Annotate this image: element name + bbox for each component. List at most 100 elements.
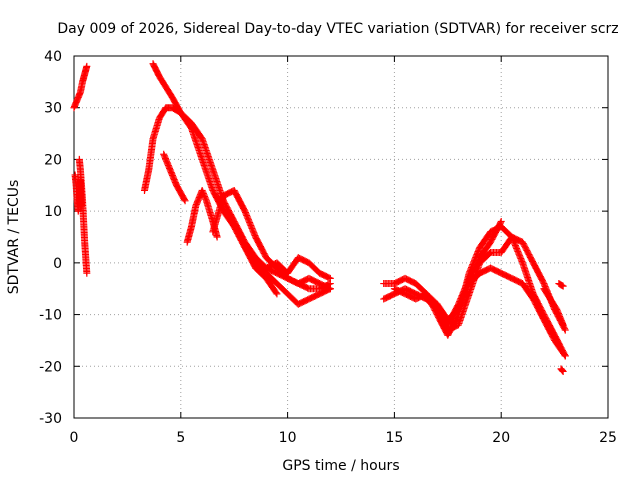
series-trace (263, 270, 280, 287)
series-trace (188, 203, 199, 229)
series-trace (199, 157, 216, 193)
data-point (497, 217, 505, 225)
series-trace (231, 188, 248, 214)
series-trace (487, 219, 504, 245)
series-trace (242, 245, 259, 266)
series-trace (519, 240, 537, 265)
series-trace (551, 338, 568, 359)
series-trace (519, 281, 536, 302)
series-trace (541, 286, 554, 302)
series-trace (553, 307, 567, 328)
series-trace (71, 100, 80, 110)
series-trace (519, 260, 537, 296)
series-trace (73, 95, 82, 105)
series-trace (530, 260, 547, 286)
series-trace (541, 317, 558, 343)
series-track-j (252, 254, 334, 282)
series-trace (169, 95, 184, 116)
data-point (559, 282, 567, 290)
series-trace (509, 275, 525, 287)
series-trace (509, 234, 525, 246)
series-trace (466, 255, 483, 281)
x-tick-label: 5 (176, 430, 185, 446)
x-axis: 0 5 10 15 20 25 (70, 56, 617, 446)
x-tick-label: 10 (279, 430, 297, 446)
series-trace (455, 291, 473, 327)
y-axis-title: SDTVAR / TECUs (6, 180, 22, 295)
series-trace (149, 116, 163, 141)
data-point (326, 285, 334, 293)
data-point (213, 233, 221, 241)
series-trace (296, 254, 312, 266)
series-trace (263, 276, 280, 297)
data-point (559, 367, 567, 375)
series-trace (199, 188, 210, 203)
x-tick-label: 25 (599, 430, 617, 446)
series-trace (558, 366, 566, 375)
series-trace (306, 275, 322, 287)
series-trace (381, 291, 397, 302)
series-track-n (433, 217, 505, 329)
series-track-f (160, 150, 189, 205)
series-trace (306, 260, 323, 276)
series-track-c (75, 155, 91, 277)
y-axis: -30 -20 -10 0 10 20 30 40 (39, 49, 608, 427)
series-trace (252, 234, 270, 260)
data-point (559, 321, 567, 329)
series-trace (424, 291, 440, 307)
series-trace (188, 126, 206, 162)
series-trace (141, 167, 152, 193)
series-trace (75, 89, 84, 100)
series-trace (317, 270, 333, 282)
x-tick-label: 0 (70, 430, 79, 446)
series-trace (556, 280, 566, 289)
plot-frame (73, 55, 609, 419)
y-tick-label: -20 (39, 359, 62, 375)
y-tick-label: 40 (44, 49, 62, 65)
x-tick-label: 20 (492, 430, 510, 446)
series-trace (163, 84, 175, 100)
series-trace (477, 229, 494, 250)
series-trace (156, 74, 169, 90)
series-trace (488, 265, 504, 277)
series-trace (209, 193, 227, 234)
series-trace (498, 234, 515, 255)
series-trace (455, 276, 473, 307)
series-trace (160, 152, 174, 172)
data-point (83, 62, 91, 70)
series-trace (224, 209, 238, 229)
x-tick-label: 15 (385, 430, 403, 446)
series-trace (296, 296, 312, 308)
y-tick-label: -10 (39, 308, 62, 324)
series-trace (231, 224, 248, 250)
data-point (83, 269, 91, 277)
data-point (198, 186, 206, 194)
y-tick-label: 0 (53, 256, 62, 272)
data-point (273, 290, 281, 298)
series-trace (306, 291, 322, 302)
series-trace (402, 275, 418, 287)
series-trace (530, 296, 547, 322)
series-trace (167, 167, 180, 188)
series-trace (274, 281, 291, 297)
data-series (70, 60, 569, 375)
series-trace (145, 136, 157, 172)
series-trace (477, 239, 494, 260)
series-trace (178, 110, 195, 131)
series-trace (199, 136, 216, 172)
series-track-o (540, 285, 567, 329)
series-trace (209, 167, 227, 203)
series-track-a (70, 62, 91, 112)
series-trace (184, 224, 195, 245)
series-trace (274, 265, 291, 281)
data-point (561, 352, 569, 360)
series-trace (173, 183, 188, 204)
series-trace (499, 270, 515, 282)
series-trace (402, 285, 418, 297)
y-tick-label: -30 (39, 411, 62, 427)
y-tick-label: 30 (44, 101, 62, 117)
series-trace (203, 198, 216, 224)
series-track-p (557, 365, 567, 375)
chart-title: Day 009 of 2026, Sidereal Day-to-day VTE… (57, 21, 618, 37)
